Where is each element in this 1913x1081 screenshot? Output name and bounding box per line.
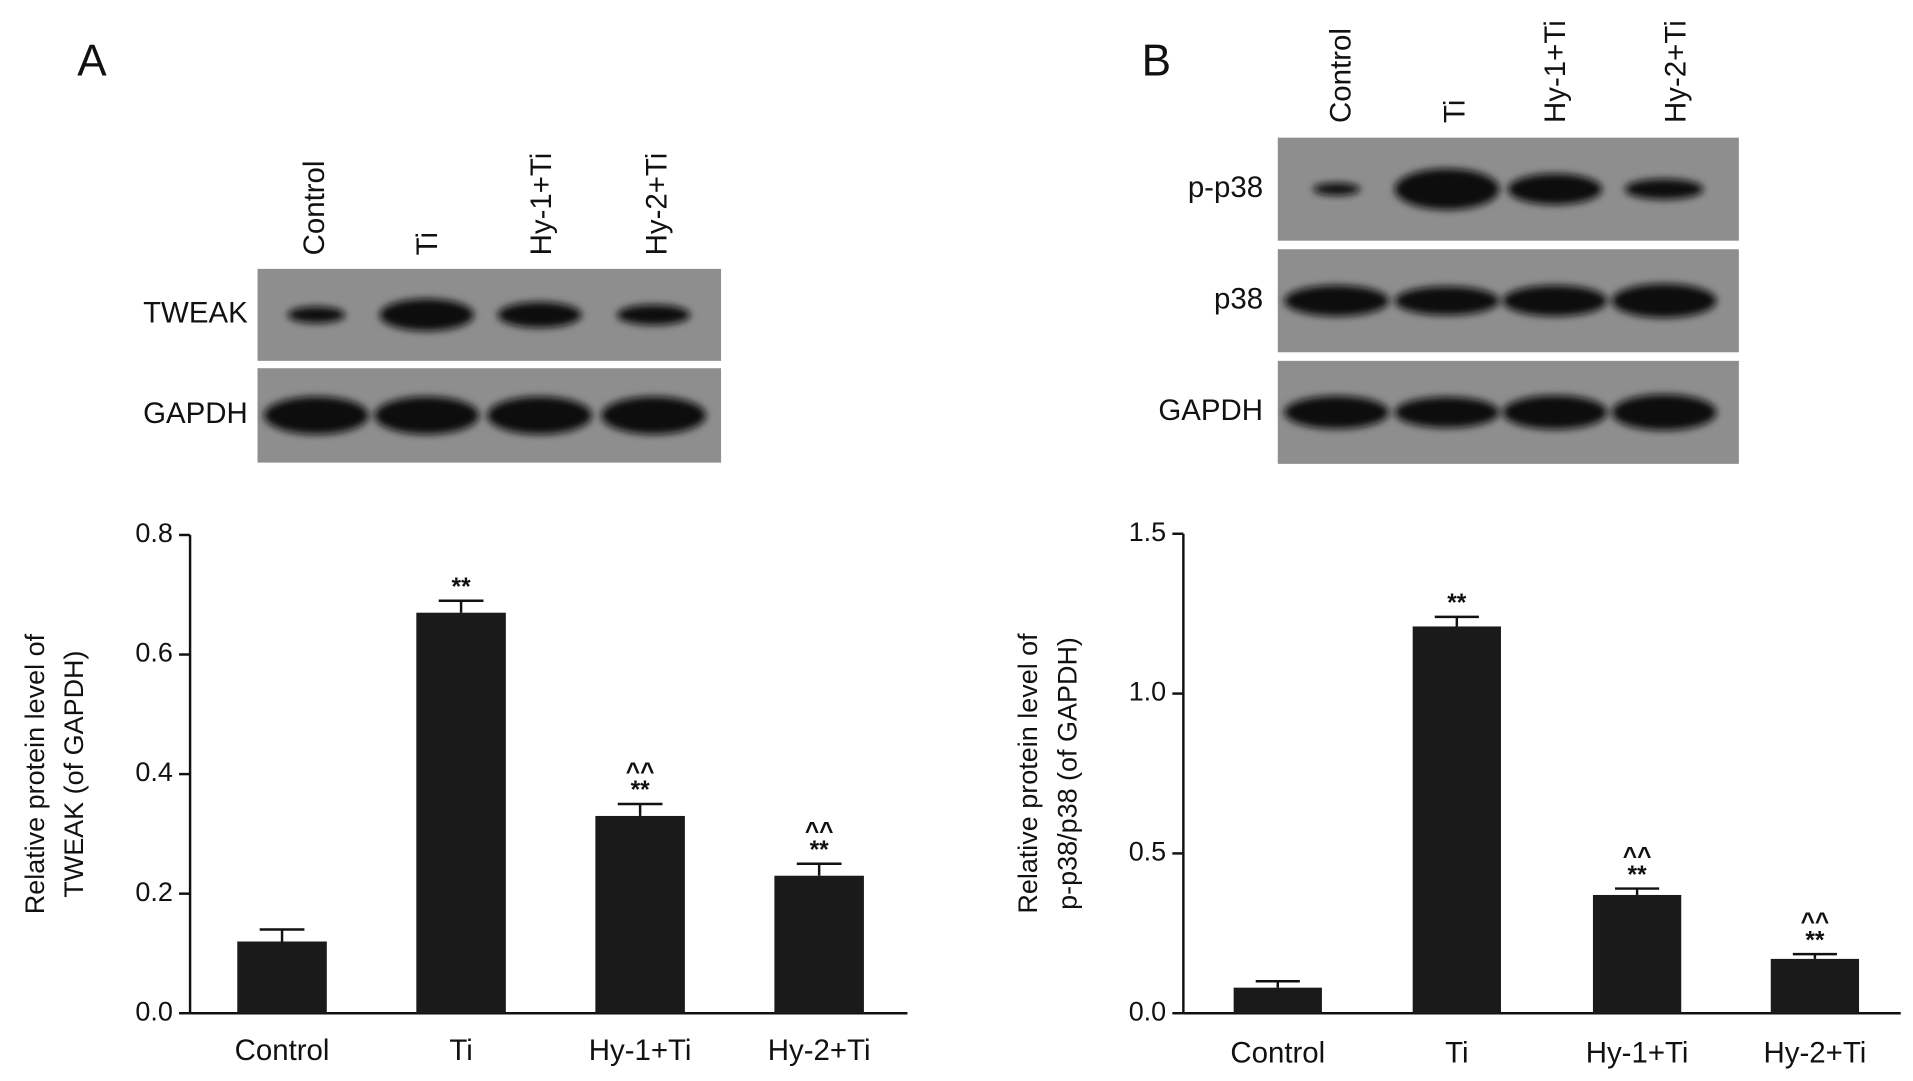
panel-letter: B bbox=[1142, 37, 1171, 86]
blot-band bbox=[1284, 285, 1390, 317]
significance-mark: ** bbox=[1447, 590, 1467, 617]
y-axis-label: Relative protein level of bbox=[1013, 633, 1043, 914]
y-axis-label: TWEAK (of GAPDH) bbox=[59, 650, 89, 897]
x-tick-label: Hy-2+Ti bbox=[768, 1034, 871, 1067]
bar bbox=[1592, 894, 1682, 1014]
blot-band bbox=[379, 298, 474, 331]
blot-band bbox=[1394, 286, 1500, 316]
blot-band bbox=[1284, 395, 1390, 429]
x-tick-label: Control bbox=[1230, 1037, 1325, 1070]
significance-mark: ^^ bbox=[1623, 843, 1652, 870]
lane-label: Ti bbox=[411, 232, 444, 255]
bar bbox=[595, 815, 685, 1014]
significance-mark: ^^ bbox=[1801, 909, 1830, 936]
significance-mark: ** bbox=[810, 837, 830, 864]
y-axis-label: p-p38/p38 (of GAPDH) bbox=[1052, 637, 1082, 910]
x-tick-label: Hy-2+Ti bbox=[1764, 1037, 1867, 1070]
lane-label: Hy-2+Ti bbox=[640, 153, 673, 256]
significance-mark: ^^ bbox=[626, 759, 655, 786]
lane-label: Hy-1+Ti bbox=[1539, 20, 1572, 123]
blot-band bbox=[601, 396, 707, 435]
significance-mark: ** bbox=[452, 574, 472, 601]
y-tick-label: 1.5 bbox=[1129, 517, 1167, 547]
blot-band bbox=[263, 396, 369, 435]
y-tick-label: 0.0 bbox=[1129, 996, 1167, 1026]
y-tick-label: 0.2 bbox=[135, 877, 172, 907]
blot-band bbox=[374, 396, 480, 435]
blot-band bbox=[497, 301, 582, 328]
bar bbox=[1233, 987, 1322, 1014]
y-tick-label: 1.0 bbox=[1129, 677, 1167, 707]
blot-row-label: p-p38 bbox=[1188, 171, 1263, 204]
bar bbox=[1770, 958, 1860, 1014]
lane-label: Hy-1+Ti bbox=[525, 153, 558, 256]
blot-band bbox=[1394, 396, 1500, 428]
significance-mark: ** bbox=[1805, 927, 1825, 954]
y-axis-label: Relative protein level of bbox=[20, 633, 50, 914]
lane-label: Hy-2+Ti bbox=[1659, 20, 1692, 123]
x-tick-label: Control bbox=[235, 1034, 330, 1067]
y-tick-label: 0.8 bbox=[135, 518, 172, 548]
blot-band bbox=[616, 304, 691, 325]
y-tick-label: 0.5 bbox=[1129, 837, 1167, 867]
blot-band bbox=[287, 306, 346, 324]
lane-label: Ti bbox=[1439, 100, 1472, 123]
y-tick-label: 0.0 bbox=[135, 996, 172, 1026]
x-tick-label: Ti bbox=[449, 1034, 472, 1067]
blot-band bbox=[1611, 283, 1717, 318]
blot-row-label: TWEAK bbox=[143, 297, 248, 330]
blot-band bbox=[1502, 285, 1608, 317]
blot-band bbox=[1611, 394, 1717, 431]
bar bbox=[1412, 626, 1501, 1014]
blot-row-label: p38 bbox=[1214, 283, 1263, 316]
x-tick-label: Hy-1+Ti bbox=[589, 1034, 692, 1067]
bar bbox=[237, 941, 327, 1014]
blot-band bbox=[1507, 173, 1603, 205]
blot-row-label: GAPDH bbox=[1158, 394, 1263, 427]
blot-band bbox=[1502, 395, 1608, 430]
x-tick-label: Ti bbox=[1445, 1037, 1468, 1070]
y-tick-label: 0.6 bbox=[135, 638, 172, 668]
blot-band bbox=[1624, 178, 1704, 200]
blot-band bbox=[1394, 168, 1500, 210]
panel-letter: A bbox=[77, 37, 107, 86]
blot-band bbox=[1313, 182, 1361, 196]
lane-label: Control bbox=[298, 161, 331, 256]
y-tick-label: 0.4 bbox=[135, 757, 172, 787]
x-tick-label: Hy-1+Ti bbox=[1586, 1037, 1689, 1070]
significance-mark: ** bbox=[1628, 862, 1648, 889]
significance-mark: ^^ bbox=[805, 819, 834, 846]
blot-row-label: GAPDH bbox=[143, 397, 248, 430]
bar bbox=[416, 612, 506, 1014]
bar bbox=[774, 875, 864, 1014]
lane-label: Control bbox=[1325, 28, 1358, 123]
significance-mark: ** bbox=[631, 777, 651, 804]
blot-band bbox=[487, 396, 592, 435]
